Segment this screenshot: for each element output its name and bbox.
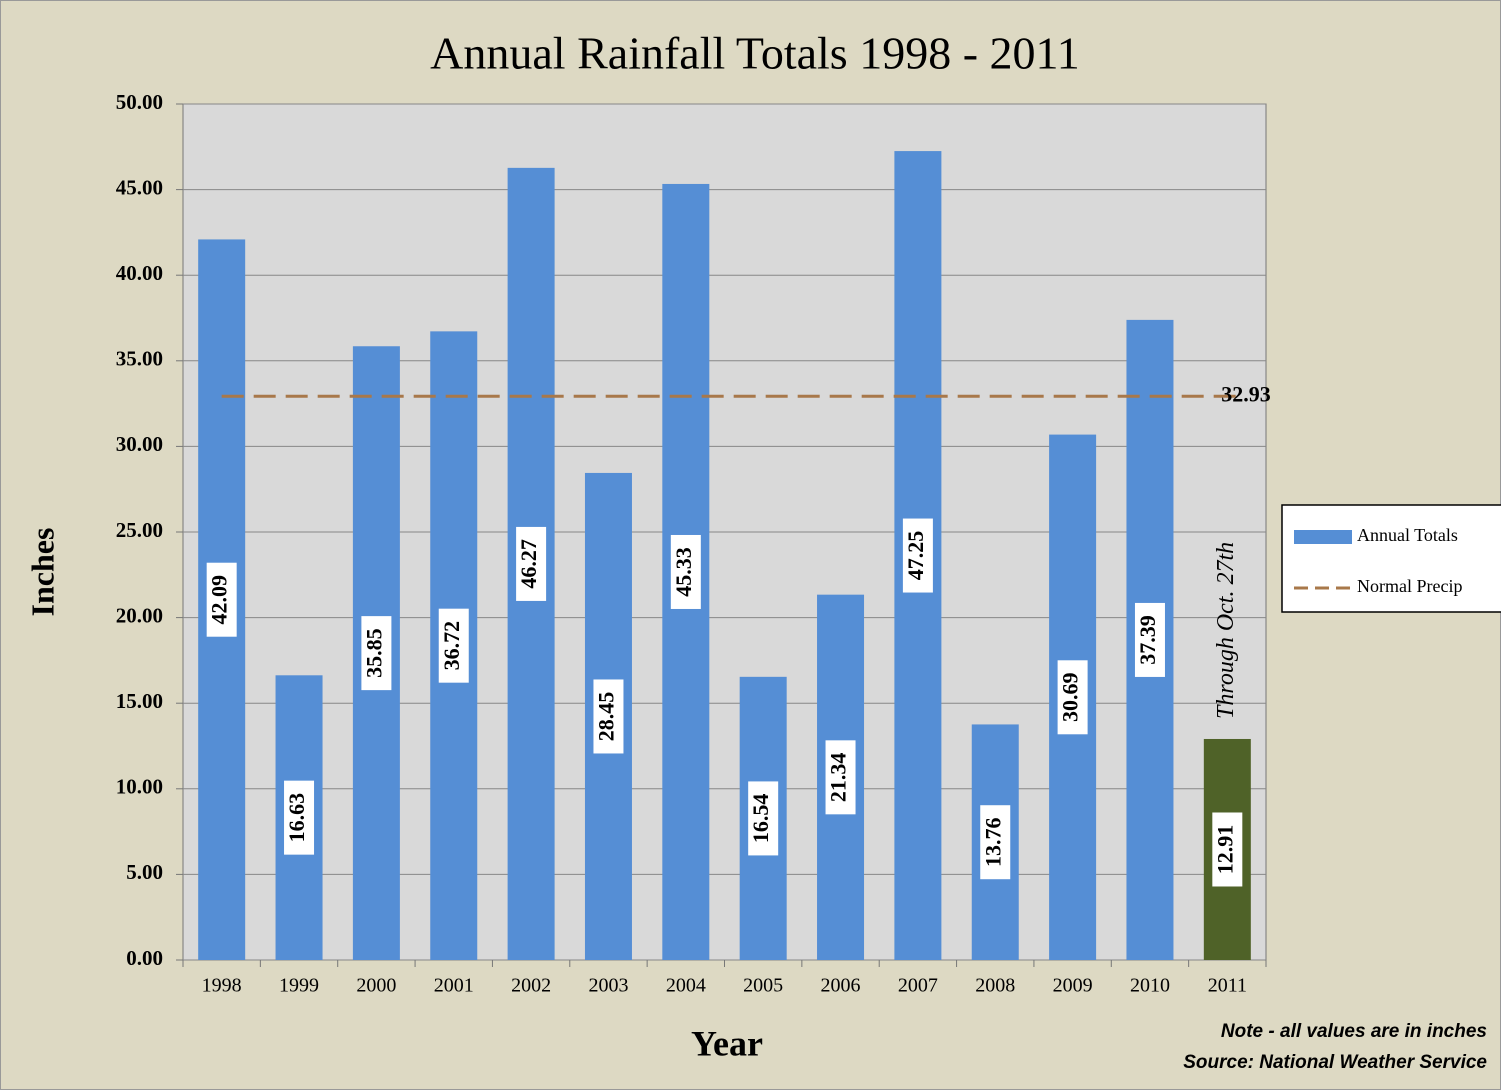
data-label-box	[1134, 602, 1165, 677]
data-label: 37.39	[1135, 615, 1160, 665]
data-label: 13.76	[980, 817, 1005, 867]
chart-title: Annual Rainfall Totals 1998 - 2011	[430, 28, 1080, 79]
annotation: Through Oct. 27th	[1213, 542, 1239, 719]
data-label: 45.33	[671, 547, 696, 597]
data-label: 30.69	[1058, 673, 1083, 723]
data-label-box	[1057, 660, 1088, 735]
reference-label: 32.93	[1221, 381, 1271, 406]
y-tick-label: 20.00	[116, 603, 163, 627]
note: Source: National Weather Service	[1183, 1052, 1487, 1073]
data-label: 36.72	[439, 621, 464, 671]
data-label: 12.91	[1212, 825, 1237, 875]
data-label-box	[1212, 812, 1243, 887]
data-label-box	[825, 740, 856, 815]
x-tick-label: 2010	[1130, 975, 1170, 997]
x-tick-label: 2003	[588, 975, 628, 997]
data-label: 35.85	[361, 628, 386, 678]
note: Note - all values are in inches	[1221, 1021, 1487, 1042]
data-label: 28.45	[594, 692, 619, 742]
x-tick-label: 1999	[279, 975, 319, 997]
x-tick-label: 1998	[202, 975, 242, 997]
data-label-box	[516, 526, 547, 601]
data-label-box	[438, 608, 469, 683]
legend-swatch	[1294, 530, 1352, 544]
data-label-box	[670, 534, 701, 609]
x-tick-label: 2008	[975, 975, 1015, 997]
y-tick-label: 40.00	[116, 261, 163, 285]
data-label: 47.25	[903, 531, 928, 581]
data-label-box	[748, 781, 779, 856]
data-label-box	[593, 679, 624, 754]
x-axis-label: Year	[691, 1023, 763, 1063]
y-tick-label: 30.00	[116, 432, 163, 456]
y-axis-label: Inches	[24, 528, 60, 617]
data-label-box	[980, 805, 1011, 880]
data-label-box	[902, 518, 933, 593]
data-label-box	[284, 780, 315, 855]
x-tick-label: 2005	[743, 975, 783, 997]
x-tick-label: 2009	[1053, 975, 1093, 997]
data-label: 16.54	[748, 794, 773, 844]
y-tick-label: 45.00	[116, 175, 163, 199]
legend-label: Normal Precip	[1357, 576, 1462, 596]
data-label: 16.63	[284, 793, 309, 843]
x-tick-label: 2011	[1208, 975, 1247, 997]
x-tick-label: 2001	[434, 975, 474, 997]
y-tick-label: 35.00	[116, 347, 163, 371]
data-label: 46.27	[516, 539, 541, 589]
x-tick-label: 2000	[356, 975, 396, 997]
y-tick-label: 10.00	[116, 775, 163, 799]
y-tick-label: 15.00	[116, 689, 163, 713]
x-tick-label: 2002	[511, 975, 551, 997]
data-label: 21.34	[826, 753, 851, 803]
y-tick-label: 25.00	[116, 518, 163, 542]
data-label-box	[361, 616, 392, 691]
legend	[1281, 504, 1501, 613]
data-label-box	[206, 562, 237, 637]
x-tick-label: 2006	[821, 975, 861, 997]
y-tick-label: 0.00	[126, 946, 163, 970]
y-tick-label: 50.00	[116, 90, 163, 114]
x-tick-label: 2007	[898, 975, 938, 997]
legend-label: Annual Totals	[1357, 525, 1458, 545]
x-tick-label: 2004	[666, 975, 706, 997]
data-label: 42.09	[207, 575, 232, 625]
y-tick-label: 5.00	[126, 860, 163, 884]
